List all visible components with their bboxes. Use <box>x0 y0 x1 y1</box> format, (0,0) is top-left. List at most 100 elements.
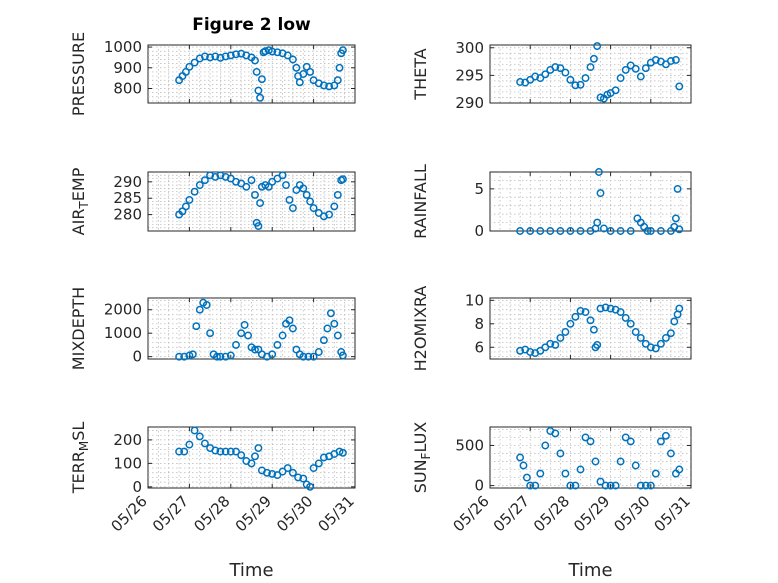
y-tick-label: 280 <box>113 206 142 224</box>
data-point <box>295 78 304 87</box>
data-point <box>244 331 253 340</box>
data-point <box>606 481 615 490</box>
data-point <box>232 340 240 349</box>
data-point <box>601 481 610 490</box>
data-point <box>631 461 640 470</box>
data-point <box>589 54 598 63</box>
data-point <box>599 224 608 233</box>
panel-h2omixra: 6 8 10 H2OMIXRA <box>411 286 692 371</box>
data-point <box>586 437 595 446</box>
data-point <box>299 474 308 483</box>
data-point <box>242 182 251 191</box>
data-point <box>661 333 670 342</box>
data-point <box>626 437 635 446</box>
x-tick-label: 05/26 <box>108 492 151 535</box>
data-point <box>206 171 215 180</box>
data-point <box>190 187 199 196</box>
data-point <box>626 319 635 328</box>
data-point <box>221 52 230 61</box>
y-tick-label: 8 <box>474 315 484 333</box>
data-point <box>611 86 620 95</box>
grid <box>148 427 355 488</box>
data-point <box>325 82 334 91</box>
data-point <box>221 352 230 361</box>
data-point <box>586 316 595 325</box>
data-point <box>571 312 580 321</box>
data-point <box>278 171 287 180</box>
grid <box>148 45 355 103</box>
data-point <box>556 227 565 235</box>
figure-title: Figure 2 low <box>192 15 311 35</box>
data-point <box>621 433 630 442</box>
data-point <box>536 227 545 235</box>
data-point <box>240 321 249 329</box>
y-axis-label: RAINFALL <box>411 164 430 239</box>
data-point <box>541 70 550 79</box>
data-point <box>593 218 602 227</box>
data-point <box>561 68 570 77</box>
data-point <box>551 63 560 72</box>
grid <box>490 172 691 231</box>
data-point <box>621 313 630 322</box>
data-point <box>288 468 297 477</box>
x-tick-label: 05/26 <box>450 492 493 535</box>
data-point <box>288 324 297 333</box>
data-point <box>206 53 215 62</box>
y-tick-label: 5 <box>474 180 484 198</box>
data-point <box>581 74 590 83</box>
y-tick-label: 300 <box>455 39 484 57</box>
data-point <box>211 52 220 61</box>
data-point <box>666 57 675 65</box>
x-axis-label: Time <box>567 560 612 581</box>
data-point <box>333 190 342 199</box>
data-point <box>675 465 684 474</box>
data-point <box>319 81 328 90</box>
data-point <box>306 482 315 491</box>
data-point <box>551 429 560 438</box>
data-point <box>593 340 602 349</box>
x-tick-label: 05/28 <box>190 492 233 535</box>
data-point <box>257 75 266 84</box>
data-point <box>299 184 308 193</box>
data-point <box>294 473 303 482</box>
y-tick-label: 0 <box>132 348 142 366</box>
panel-mixdepth: 0 1000 2000 MIXDEPTH <box>69 287 356 370</box>
data-point <box>285 316 294 325</box>
data-point <box>282 181 290 190</box>
data-point <box>636 72 645 81</box>
data-point <box>643 227 652 235</box>
data-point <box>202 301 211 309</box>
data-point <box>516 78 525 86</box>
y-axis-label: TERRMSL <box>69 422 91 495</box>
data-point <box>522 473 531 482</box>
data-point <box>516 227 525 235</box>
x-tick-label: 05/28 <box>530 492 573 535</box>
data-point <box>237 451 246 460</box>
data-point <box>256 93 265 102</box>
series-markers <box>175 171 347 231</box>
data-point <box>251 452 259 461</box>
data-point <box>338 46 347 55</box>
x-tick-label: 05/29 <box>232 492 275 535</box>
data-point <box>621 65 630 74</box>
data-point <box>314 348 323 356</box>
data-point <box>216 171 225 180</box>
data-point <box>606 304 615 313</box>
series-markers <box>175 426 347 491</box>
data-point <box>516 453 525 462</box>
data-point <box>190 58 199 67</box>
data-point <box>673 184 682 193</box>
x-tick-label: 05/30 <box>610 492 653 535</box>
data-point <box>576 306 585 315</box>
data-point <box>330 319 339 328</box>
data-point <box>675 304 684 313</box>
panel-rainfall: 0 5 RAINFALL <box>411 164 692 240</box>
data-point <box>626 227 635 235</box>
data-point <box>546 227 555 235</box>
series-markers <box>516 427 684 490</box>
data-point <box>237 329 246 338</box>
x-tick-label: 05/29 <box>570 492 613 535</box>
data-point <box>285 195 294 204</box>
